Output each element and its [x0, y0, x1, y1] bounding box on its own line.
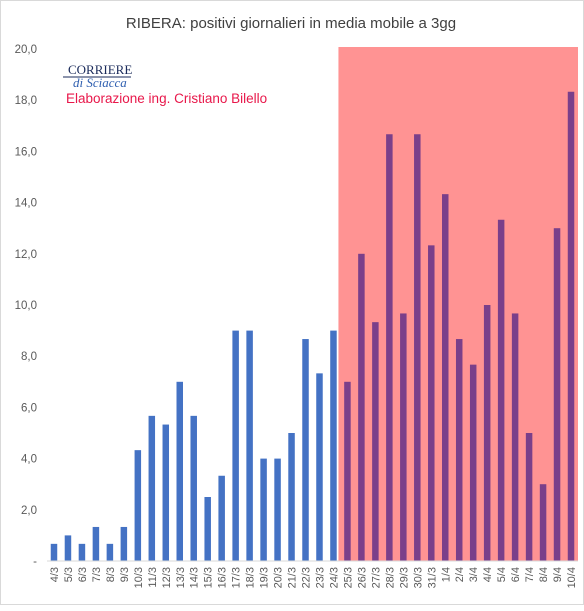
x-tick-label: 16/3: [217, 567, 229, 588]
y-tick-label: 14,0: [15, 198, 37, 210]
logo-line-2: di Sciacca: [73, 75, 127, 90]
bar-11-3: [148, 415, 156, 561]
x-tick-label: 26/3: [356, 567, 368, 588]
x-tick-label: 29/3: [398, 567, 410, 588]
bar-15-3: [204, 497, 211, 561]
x-tick-label: 5/3: [63, 567, 75, 582]
x-tick-label: 7/4: [524, 567, 536, 582]
bar-22-3: [302, 339, 309, 561]
bar-6-4: [511, 313, 519, 561]
x-tick-label: 14/3: [189, 567, 201, 588]
x-tick-label: 4/4: [482, 567, 494, 582]
bar-30-3: [414, 134, 421, 562]
logo-line-1: CORRIERE: [68, 62, 132, 77]
bar-8-4: [539, 484, 547, 561]
bar-17-3: [232, 330, 239, 561]
x-tick-label: 28/3: [384, 567, 396, 588]
bar-6-3: [78, 543, 86, 561]
bar-28-3: [386, 134, 393, 562]
bar-23-3: [316, 373, 323, 561]
y-tick-label: -: [33, 556, 37, 568]
y-tick-label: 18,0: [15, 95, 37, 107]
x-tick-label: 25/3: [342, 567, 354, 588]
x-tick-label: 20/3: [273, 567, 285, 588]
bar-27-3: [372, 322, 379, 561]
bar-19-3: [260, 458, 267, 561]
x-tick-label: 31/3: [426, 567, 438, 588]
x-tick-label: 6/3: [77, 567, 89, 582]
bar-31-3: [428, 245, 435, 562]
x-tick-label: 9/3: [119, 567, 131, 582]
y-tick-label: 2,0: [21, 505, 37, 517]
bar-26-3: [358, 253, 365, 562]
corriere-di-sciacca-logo: CORRIERE di Sciacca: [63, 62, 132, 90]
x-tick-label: 19/3: [259, 567, 271, 588]
bar-1-4: [442, 194, 449, 562]
y-tick-label: 20,0: [15, 44, 37, 56]
x-tick-label: 15/3: [203, 567, 215, 588]
x-tick-label: 17/3: [231, 567, 243, 588]
bar-10-3: [134, 450, 142, 561]
bar-21-3: [288, 433, 295, 561]
y-tick-label: 8,0: [21, 351, 37, 363]
y-tick-label: 6,0: [21, 402, 37, 414]
bar-3-4: [469, 364, 477, 561]
bar-9-3: [120, 526, 128, 561]
bar-13-3: [176, 381, 183, 561]
bar-16-3: [218, 475, 225, 561]
x-tick-label: 1/4: [440, 567, 452, 582]
x-tick-label: 18/3: [245, 567, 257, 588]
bar-4-3: [50, 543, 58, 561]
x-tick-label: 13/3: [175, 567, 187, 588]
bar-10-4: [567, 91, 575, 561]
x-tick-label: 2/4: [454, 567, 466, 582]
x-tick-label: 23/3: [314, 567, 326, 588]
x-tick-label: 24/3: [328, 567, 340, 588]
y-tick-label: 12,0: [15, 249, 37, 261]
x-tick-label: 9/4: [552, 567, 564, 582]
bar-18-3: [246, 330, 253, 561]
bar-4-4: [483, 305, 491, 561]
bar-7-4: [525, 433, 533, 561]
bar-2-4: [455, 339, 463, 561]
y-tick-label: 10,0: [15, 300, 37, 312]
bar-5-4: [497, 219, 505, 561]
bar-20-3: [274, 458, 281, 561]
credit-text: Elaborazione ing. Cristiano Bilello: [66, 91, 267, 106]
x-tick-label: 6/4: [510, 567, 522, 582]
x-tick-label: 8/4: [538, 567, 550, 582]
bar-7-3: [92, 526, 100, 561]
x-tick-label: 3/4: [468, 567, 480, 582]
x-tick-label: 7/3: [91, 567, 103, 582]
x-tick-label: 21/3: [287, 567, 299, 588]
bar-29-3: [400, 313, 407, 561]
bar-25-3: [344, 381, 351, 561]
y-tick-label: 16,0: [15, 146, 37, 158]
bar-24-3: [330, 330, 337, 561]
x-tick-label: 5/4: [496, 567, 508, 582]
chart-title: RIBERA: positivi giornalieri in media mo…: [126, 15, 456, 32]
bar-12-3: [162, 424, 170, 561]
x-tick-label: 8/3: [105, 567, 117, 582]
y-tick-label: 4,0: [21, 454, 37, 466]
bar-8-3: [106, 543, 114, 561]
x-tick-label: 12/3: [161, 567, 173, 588]
bar-9-4: [553, 228, 561, 561]
x-tick-label: 10/4: [566, 567, 578, 588]
x-tick-label: 30/3: [412, 567, 424, 588]
x-tick-label: 22/3: [301, 567, 313, 588]
x-tick-label: 4/3: [49, 567, 61, 582]
x-tick-label: 10/3: [133, 567, 145, 588]
x-tick-label: 11/3: [147, 567, 159, 588]
bar-14-3: [190, 415, 197, 561]
bar-5-3: [64, 535, 72, 561]
x-tick-label: 27/3: [370, 567, 382, 588]
